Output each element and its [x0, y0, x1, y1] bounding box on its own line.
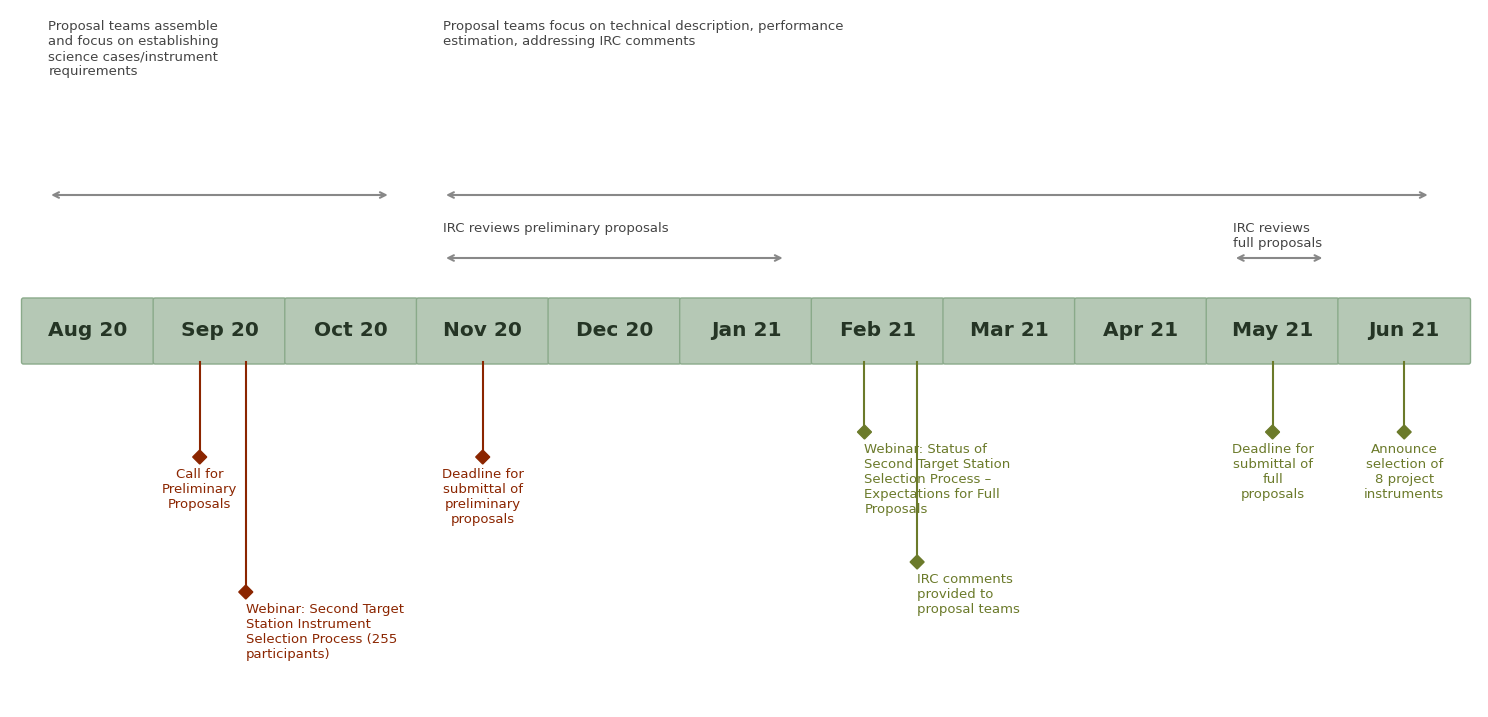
FancyBboxPatch shape — [1338, 298, 1470, 364]
Text: IRC reviews preliminary proposals: IRC reviews preliminary proposals — [443, 222, 670, 235]
FancyBboxPatch shape — [1074, 298, 1207, 364]
FancyBboxPatch shape — [943, 298, 1076, 364]
Text: Deadline for
submittal of
full
proposals: Deadline for submittal of full proposals — [1232, 443, 1314, 501]
Text: Sep 20: Sep 20 — [180, 321, 259, 341]
Text: Feb 21: Feb 21 — [839, 321, 915, 341]
FancyBboxPatch shape — [1207, 298, 1339, 364]
FancyBboxPatch shape — [417, 298, 549, 364]
FancyBboxPatch shape — [153, 298, 286, 364]
Text: Proposal teams focus on technical description, performance
estimation, addressin: Proposal teams focus on technical descri… — [443, 20, 844, 48]
Text: Announce
selection of
8 project
instruments: Announce selection of 8 project instrume… — [1364, 443, 1445, 501]
Text: Aug 20: Aug 20 — [48, 321, 128, 341]
Text: IRC comments
provided to
proposal teams: IRC comments provided to proposal teams — [917, 573, 1019, 616]
Polygon shape — [1397, 425, 1411, 439]
FancyBboxPatch shape — [284, 298, 418, 364]
Text: Mar 21: Mar 21 — [970, 321, 1049, 341]
Text: Jun 21: Jun 21 — [1369, 321, 1440, 341]
Text: Call for
Preliminary
Proposals: Call for Preliminary Proposals — [162, 468, 238, 511]
Text: Nov 20: Nov 20 — [443, 321, 522, 341]
Text: IRC reviews
full proposals: IRC reviews full proposals — [1234, 222, 1323, 250]
Text: Deadline for
submittal of
preliminary
proposals: Deadline for submittal of preliminary pr… — [442, 468, 524, 526]
Text: Webinar: Second Target
Station Instrument
Selection Process (255
participants): Webinar: Second Target Station Instrumen… — [246, 603, 403, 661]
FancyBboxPatch shape — [548, 298, 680, 364]
FancyBboxPatch shape — [811, 298, 943, 364]
Polygon shape — [911, 555, 924, 569]
Polygon shape — [238, 585, 253, 599]
Text: Dec 20: Dec 20 — [576, 321, 653, 341]
Text: Jan 21: Jan 21 — [711, 321, 781, 341]
FancyBboxPatch shape — [680, 298, 812, 364]
Text: Apr 21: Apr 21 — [1103, 321, 1178, 341]
Text: Oct 20: Oct 20 — [314, 321, 388, 341]
Text: May 21: May 21 — [1232, 321, 1314, 341]
Polygon shape — [193, 450, 207, 464]
Polygon shape — [1266, 425, 1280, 439]
Polygon shape — [857, 425, 872, 439]
Text: Proposal teams assemble
and focus on establishing
science cases/instrument
requi: Proposal teams assemble and focus on est… — [48, 20, 219, 78]
FancyBboxPatch shape — [21, 298, 155, 364]
Text: Webinar: Status of
Second Target Station
Selection Process –
Expectations for Fu: Webinar: Status of Second Target Station… — [865, 443, 1010, 516]
Polygon shape — [476, 450, 490, 464]
